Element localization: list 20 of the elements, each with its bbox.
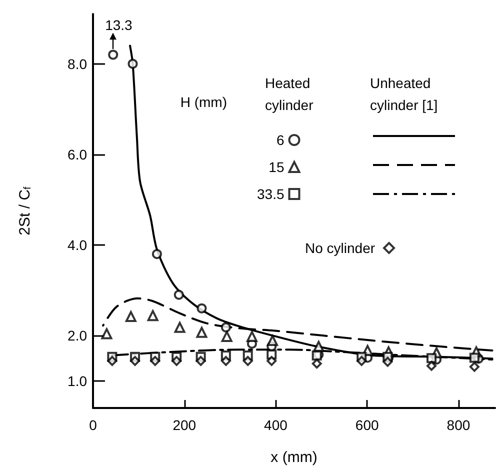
x-tick-label: 400 [264, 417, 288, 433]
annotation: 13.3 [105, 16, 132, 33]
annotation: Heated cylinder [265, 74, 314, 115]
legend-label: 33.5 [257, 186, 284, 202]
y-axis-title: 2St / Cf [16, 186, 34, 236]
x-tick-label: 0 [89, 417, 98, 433]
legend-label: 15 [268, 159, 284, 175]
legend-label: 6 [276, 132, 284, 148]
x-tick-label: 200 [172, 417, 196, 433]
legend-label: No cylinder [304, 240, 376, 256]
x-tick-label: 800 [446, 417, 470, 433]
annotation: Unheated cylinder [1] [370, 74, 439, 115]
y-tick-label: 8.0 [68, 56, 88, 72]
y-tick-label: 2.0 [68, 328, 88, 344]
x-tick-label: 600 [355, 417, 379, 433]
x-axis-title: x (mm) [270, 449, 318, 466]
y-tick-label: 1.0 [68, 372, 88, 389]
y-tick-label: 6.0 [68, 146, 88, 162]
legend-title: H (mm) [180, 94, 227, 110]
y-tick-label: 4.0 [68, 236, 88, 253]
